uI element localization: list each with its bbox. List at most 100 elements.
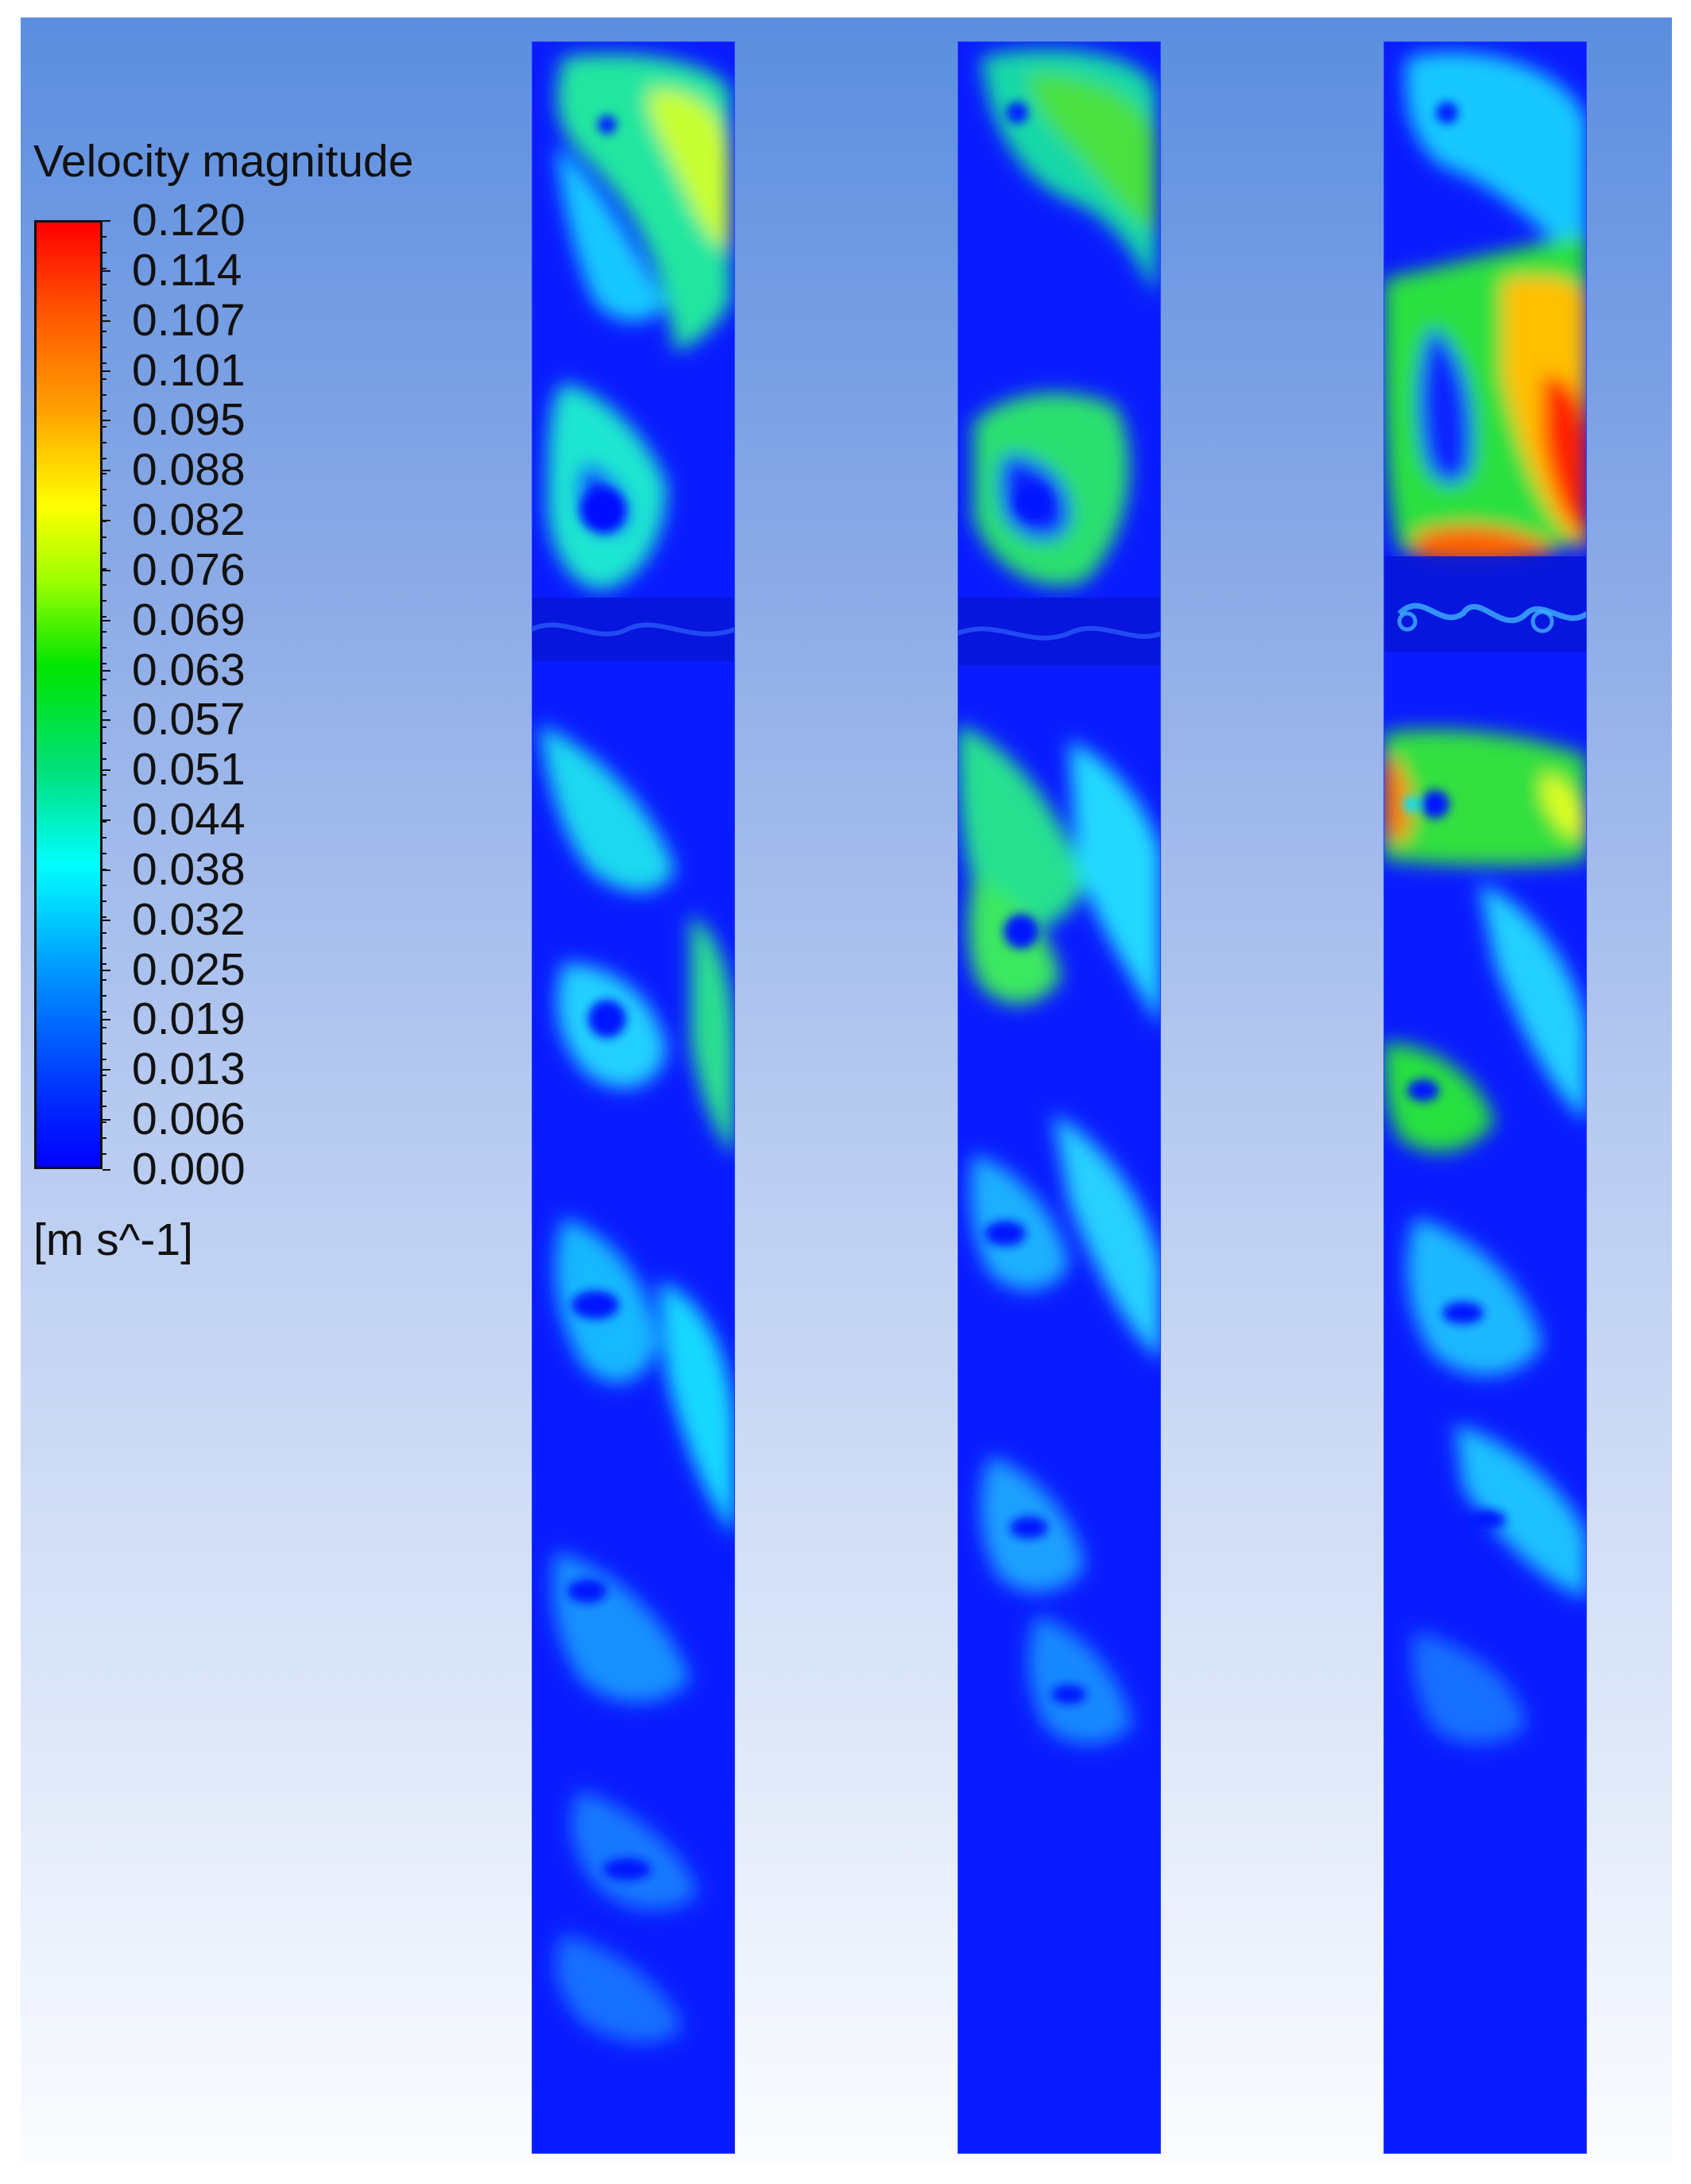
colorbar-major-tick <box>103 669 110 672</box>
colorbar-minor-tick <box>103 995 106 997</box>
colorbar-minor-tick <box>103 331 106 333</box>
colorbar-tick-label: 0.076 <box>132 544 246 595</box>
color-legend: Velocity magnitude 0.120 0.114 0.107 0.101 0… <box>21 17 513 1289</box>
colorbar-major-tick <box>103 1069 110 1071</box>
colorbar-minor-tick <box>103 757 106 760</box>
colorbar-tick-label: 0.044 <box>132 794 246 846</box>
colorbar-tick-label: 0.069 <box>132 594 246 645</box>
colorbar-minor-tick <box>103 900 106 902</box>
colorbar-major-tick <box>103 319 110 322</box>
colorbar-minor-tick <box>103 393 106 396</box>
colorbar-major-tick <box>103 1019 110 1021</box>
colorbar-tick-label: 0.063 <box>132 644 246 695</box>
colorbar-tick-label: 0.114 <box>132 244 242 296</box>
contour-panel-1-field <box>532 41 735 2154</box>
colorbar-minor-tick <box>103 283 106 285</box>
contour-panel-2-field <box>958 41 1161 2154</box>
colorbar-minor-tick <box>103 583 106 586</box>
colorbar-minor-tick <box>103 567 106 570</box>
colorbar-minor-tick <box>103 552 106 554</box>
colorbar-minor-tick <box>103 1058 106 1060</box>
contour-panel-3 <box>1383 41 1587 2154</box>
contour-viewport: Velocity magnitude 0.120 0.114 0.107 0.101 0… <box>21 17 1672 2163</box>
colorbar-major-tick <box>103 769 110 772</box>
colorbar-minor-tick <box>103 837 106 839</box>
colorbar-minor-tick <box>103 299 106 301</box>
colorbar-minor-tick <box>103 916 106 918</box>
colorbar-tick-label: 0.057 <box>132 694 246 745</box>
colorbar-major-tick <box>103 1169 110 1171</box>
contour-panel-1 <box>532 41 735 2154</box>
colorbar-minor-tick <box>103 251 106 254</box>
colorbar-minor-tick <box>103 821 106 823</box>
colorbar-major-tick <box>103 619 110 622</box>
colorbar-minor-tick <box>103 267 106 269</box>
colorbar-major-tick <box>103 919 110 921</box>
colorbar-minor-tick <box>103 726 106 728</box>
colorbar-minor-tick <box>103 315 106 317</box>
colorbar-minor-tick <box>103 742 106 744</box>
contour-panel-3-field <box>1383 41 1587 2154</box>
colorbar-minor-tick <box>103 1042 106 1044</box>
colorbar-minor-tick <box>103 409 106 412</box>
colorbar-minor-tick <box>103 884 106 886</box>
colorbar-minor-tick <box>103 647 106 649</box>
colorbar-major-tick <box>103 520 110 522</box>
colorbar-minor-tick <box>103 347 106 349</box>
colorbar-minor-tick <box>103 521 106 523</box>
colorbar-minor-tick <box>103 1026 106 1028</box>
colorbar-minor-tick <box>103 441 106 443</box>
colorbar-tick-label: 0.107 <box>132 294 246 346</box>
colorbar-tick-label: 0.013 <box>132 1044 246 1095</box>
colorbar-minor-tick <box>103 963 106 966</box>
colorbar-minor-tick <box>103 979 106 982</box>
colorbar-ticks <box>103 220 110 1171</box>
colorbar <box>34 220 103 1169</box>
colorbar-minor-tick <box>103 710 106 712</box>
colorbar-minor-tick <box>103 679 106 681</box>
legend-unit: [m s^-1] <box>33 1214 193 1265</box>
colorbar-major-tick <box>103 420 110 422</box>
colorbar-minor-tick <box>103 631 106 633</box>
colorbar-major-tick <box>103 819 110 822</box>
colorbar-tick-label: 0.025 <box>132 943 246 995</box>
colorbar-minor-tick <box>103 695 106 696</box>
colorbar-minor-tick <box>103 931 106 934</box>
colorbar-major-tick <box>103 220 110 222</box>
contour-panel-2 <box>958 41 1161 2154</box>
colorbar-minor-tick <box>103 473 106 475</box>
colorbar-minor-tick <box>103 1137 106 1140</box>
colorbar-tick-label: 0.000 <box>132 1144 246 1195</box>
colorbar-minor-tick <box>103 868 106 870</box>
colorbar-major-tick <box>103 969 110 971</box>
legend-title: Velocity magnitude <box>33 136 414 187</box>
colorbar-major-tick <box>103 569 110 571</box>
colorbar-tick-label: 0.082 <box>132 494 246 546</box>
colorbar-minor-tick <box>103 362 106 365</box>
colorbar-minor-tick <box>103 805 106 807</box>
colorbar-minor-tick <box>103 536 106 538</box>
colorbar-minor-tick <box>103 457 106 459</box>
colorbar-minor-tick <box>103 773 106 776</box>
colorbar-tick-label: 0.120 <box>132 195 246 246</box>
colorbar-minor-tick <box>103 1090 106 1092</box>
colorbar-major-tick <box>103 869 110 871</box>
colorbar-major-tick <box>103 719 110 722</box>
colorbar-tick-label: 0.101 <box>132 344 246 396</box>
colorbar-minor-tick <box>103 1153 106 1156</box>
colorbar-minor-tick <box>103 1011 106 1013</box>
colorbar-minor-tick <box>103 853 106 854</box>
colorbar-minor-tick <box>103 663 106 665</box>
colorbar-minor-tick <box>103 789 106 792</box>
colorbar-minor-tick <box>103 947 106 950</box>
colorbar-tick-label: 0.051 <box>132 744 246 796</box>
colorbar-minor-tick <box>103 1121 106 1124</box>
colorbar-major-tick <box>103 1119 110 1121</box>
colorbar-minor-tick <box>103 235 106 238</box>
colorbar-tick-label: 0.095 <box>132 394 246 446</box>
colorbar-minor-tick <box>103 489 106 491</box>
colorbar-tick-label: 0.088 <box>132 444 246 496</box>
colorbar-major-tick <box>103 470 110 472</box>
colorbar-minor-tick <box>103 1106 106 1108</box>
colorbar-minor-tick <box>103 505 106 507</box>
